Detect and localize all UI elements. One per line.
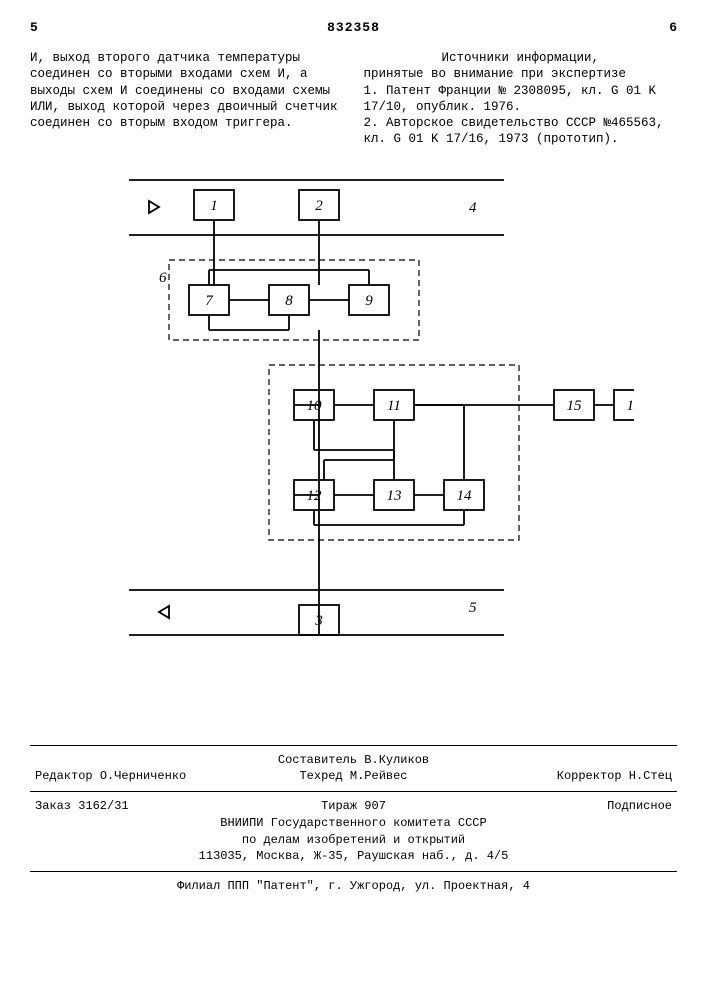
svg-text:9: 9 <box>365 293 373 309</box>
ref-1: 1. Патент Франции № 2308095, кл. G 01 K … <box>364 83 678 116</box>
ref-2: 2. Авторское свидетельство СССР №465563,… <box>364 115 678 148</box>
svg-text:10: 10 <box>306 398 322 414</box>
tirazh-cell: Тираж 907 <box>247 798 459 815</box>
svg-text:14: 14 <box>456 488 472 504</box>
refs-subhead: принятые во внимание при экспертизе <box>364 66 678 82</box>
body-text: И, выход второго датчика температуры сое… <box>30 50 677 148</box>
footer-block: Составитель В.Куликов Редактор О.Черниче… <box>30 745 677 896</box>
svg-text:12: 12 <box>306 488 322 504</box>
corrector-cell: Корректор Н.Стец <box>460 768 672 785</box>
svg-text:16: 16 <box>626 398 634 414</box>
order-cell: Заказ 3162/31 <box>35 798 247 815</box>
filial-line: Филиал ППП "Патент", г. Ужгород, ул. Про… <box>30 878 677 895</box>
svg-text:11: 11 <box>387 398 401 414</box>
patent-number: 832358 <box>327 20 380 35</box>
svg-text:6: 6 <box>159 270 167 286</box>
svg-text:4: 4 <box>469 200 477 216</box>
org-line-2: по делам изобретений и открытий <box>30 832 677 849</box>
svg-text:2: 2 <box>315 198 323 214</box>
left-col-text: И, выход второго датчика температуры сое… <box>30 50 344 148</box>
editor-cell: Редактор О.Черниченко <box>35 768 247 785</box>
subscribe-cell: Подписное <box>460 798 672 815</box>
svg-text:1: 1 <box>210 198 218 214</box>
col-num-left: 5 <box>30 20 38 45</box>
svg-text:13: 13 <box>386 488 401 504</box>
svg-text:15: 15 <box>566 398 582 414</box>
svg-text:7: 7 <box>205 293 214 309</box>
compiler-line: Составитель В.Куликов <box>30 752 677 769</box>
col-num-right: 6 <box>669 20 677 45</box>
addr-line: 113035, Москва, Ж-35, Раушская наб., д. … <box>30 848 677 865</box>
block-diagram: 12789101112131415163465 <box>74 160 634 700</box>
refs-heading: Источники информации, <box>364 50 678 66</box>
tehred-cell: Техред М.Рейвес <box>247 768 459 785</box>
svg-text:8: 8 <box>285 293 293 309</box>
svg-text:3: 3 <box>314 613 323 629</box>
org-line-1: ВНИИПИ Государственного комитета СССР <box>30 815 677 832</box>
svg-text:5: 5 <box>469 600 477 616</box>
